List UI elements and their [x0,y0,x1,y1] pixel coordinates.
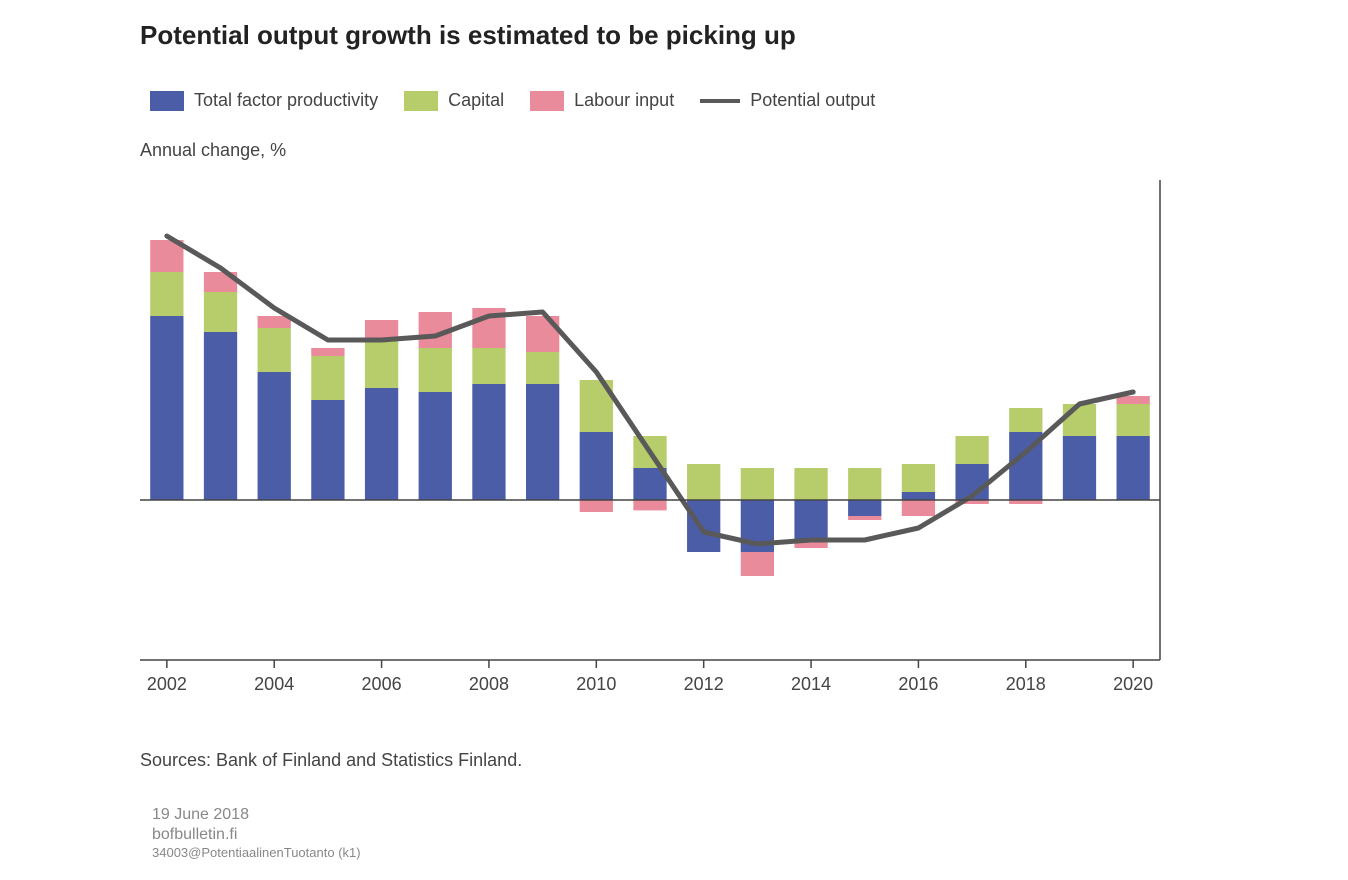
svg-text:2002: 2002 [147,674,187,694]
yaxis-title: Annual change, % [140,140,286,161]
legend-item-potential: Potential output [700,90,875,111]
legend-label-potential: Potential output [750,90,875,111]
legend-swatch-capital [404,91,438,111]
svg-text:2012: 2012 [684,674,724,694]
svg-text:2008: 2008 [469,674,509,694]
legend-label-capital: Capital [448,90,504,111]
footer-date: 19 June 2018 [152,805,361,825]
svg-text:2020: 2020 [1113,674,1153,694]
chart-title: Potential output growth is estimated to … [140,20,796,51]
chart-area: -2-1012342002200420062008201020122014201… [140,170,1180,690]
svg-text:2004: 2004 [254,674,294,694]
legend-swatch-tfp [150,91,184,111]
svg-text:2006: 2006 [362,674,402,694]
legend-item-labour: Labour input [530,90,674,111]
sources-label: Sources: Bank of Finland and Statistics … [140,750,522,771]
legend-label-tfp: Total factor productivity [194,90,378,111]
svg-text:2018: 2018 [1006,674,1046,694]
legend-line-potential [700,99,740,103]
svg-text:2014: 2014 [791,674,831,694]
legend-item-capital: Capital [404,90,504,111]
legend-item-tfp: Total factor productivity [150,90,378,111]
footer-site: bofbulletin.fi [152,825,361,845]
svg-text:2010: 2010 [576,674,616,694]
footer: 19 June 2018 bofbulletin.fi 34003@Potent… [152,805,361,861]
chart-legend: Total factor productivity Capital Labour… [150,90,875,111]
legend-label-labour: Labour input [574,90,674,111]
chart-svg: -2-1012342002200420062008201020122014201… [140,170,1180,730]
legend-swatch-labour [530,91,564,111]
svg-text:2016: 2016 [898,674,938,694]
footer-code: 34003@PotentiaalinenTuotanto (k1) [152,845,361,861]
